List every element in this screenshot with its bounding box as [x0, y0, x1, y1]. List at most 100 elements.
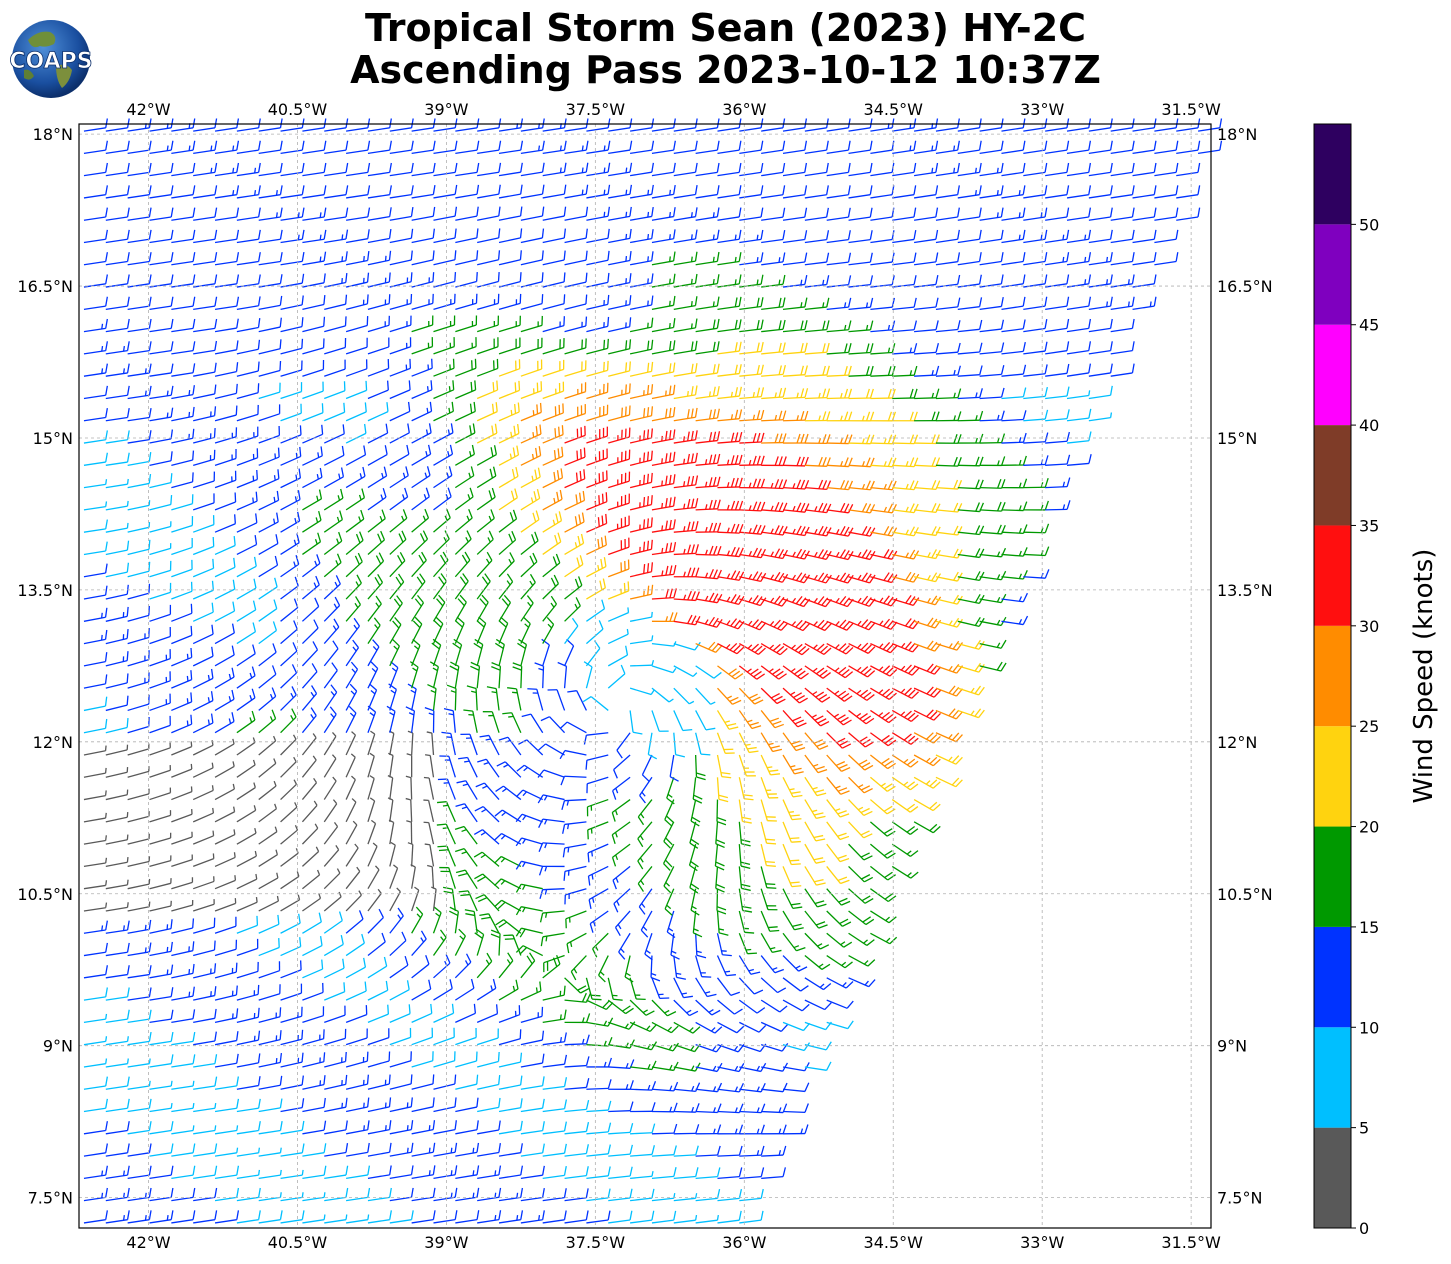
wind-barb [629, 1021, 658, 1033]
wind-barb [562, 821, 587, 834]
wind-barb [651, 251, 676, 266]
wind-barb [323, 553, 342, 578]
wind-barb [1066, 185, 1092, 199]
wind-barb [739, 118, 764, 132]
wind-barb [149, 363, 174, 377]
wind-barb [214, 449, 237, 466]
wind-barb [323, 754, 337, 778]
wind-barb [387, 775, 394, 800]
lat-tick-label-left: 9°N [43, 1037, 73, 1056]
wind-barb [367, 487, 387, 511]
coaps-logo: COAPS [10, 20, 92, 98]
wind-barb [848, 821, 873, 839]
wind-barb [914, 434, 940, 445]
wind-barb [367, 842, 378, 867]
wind-barb [345, 552, 363, 578]
wind-barb [498, 118, 524, 132]
wind-barb [1066, 140, 1092, 155]
wind-barb [542, 532, 562, 555]
wind-barb [105, 811, 129, 823]
wind-barb [105, 1098, 130, 1113]
wind-barb [83, 479, 108, 489]
wind-barb [717, 477, 743, 489]
colorbar-bin-25-30 [1314, 625, 1351, 727]
wind-barb [258, 140, 283, 155]
wind-barb [127, 1098, 152, 1113]
wind-barb [739, 364, 764, 377]
wind-barb [826, 732, 852, 749]
wind-barb [613, 754, 631, 779]
wind-barb [345, 1074, 370, 1090]
wind-barb [739, 1188, 764, 1202]
wind-barb [717, 999, 743, 1015]
wind-barb [345, 798, 357, 823]
lon-tick-label-top: 42°W [126, 100, 170, 119]
wind-barb [1154, 252, 1179, 266]
wind-barb [214, 1210, 240, 1224]
wind-barb [588, 888, 609, 910]
wind-barb [870, 932, 898, 945]
wind-barb [1066, 431, 1092, 444]
wind-barb [515, 789, 544, 801]
wind-barb [214, 185, 240, 199]
wind-barb [433, 530, 450, 555]
wind-barb [105, 430, 130, 444]
wind-barb [714, 844, 725, 871]
wind-barb [695, 341, 720, 355]
wind-barb [564, 992, 591, 1003]
wind-barb [804, 320, 830, 333]
wind-barb [127, 694, 150, 712]
wind-barb [193, 162, 218, 177]
wind-barb [367, 1028, 390, 1046]
wind-barb [192, 691, 214, 712]
wind-barb [848, 754, 874, 771]
wind-barb [1176, 185, 1201, 199]
wind-barb [258, 1075, 283, 1090]
wind-barb [673, 687, 695, 705]
wind-barb [433, 466, 453, 489]
wind-barb [409, 661, 419, 689]
wind-barb [564, 1210, 589, 1224]
wind-barb [83, 607, 108, 622]
wind-barb [826, 297, 852, 310]
wind-barb [957, 297, 983, 310]
wind-barb [782, 888, 803, 910]
colorbar-tick-label: 30 [1359, 617, 1379, 636]
wind-barb [1001, 274, 1026, 288]
wind-barb [171, 341, 196, 355]
wind-barb [957, 140, 982, 155]
wind-barb [870, 732, 897, 747]
wind-barb [914, 503, 941, 514]
lat-tick-label-left: 15°N [33, 429, 73, 448]
wind-barb [171, 854, 193, 868]
wind-barb [1001, 364, 1027, 377]
wind-barb [688, 843, 699, 872]
wind-barb [1001, 252, 1026, 266]
wind-barb [389, 444, 410, 466]
wind-barb [585, 620, 604, 645]
wind-barb [411, 1003, 433, 1023]
wind-barb [345, 596, 362, 622]
wind-barb [1110, 274, 1135, 288]
wind-barb [637, 843, 653, 870]
wind-barb [608, 383, 631, 400]
wind-barb [804, 910, 828, 929]
wind-barb [236, 1147, 261, 1157]
wind-barb [367, 207, 392, 221]
wind-barb [520, 1076, 545, 1090]
wind-barb [913, 732, 941, 744]
wind-barb [324, 381, 346, 400]
wind-barb [760, 1021, 789, 1032]
wind-barb [651, 519, 676, 533]
wind-barb [477, 1210, 502, 1224]
wind-barb [105, 1143, 130, 1157]
wind-barb [717, 341, 742, 355]
wind-barb [171, 670, 193, 689]
wind-barb [498, 424, 520, 444]
wind-barb [542, 228, 567, 244]
wind-barb [739, 297, 764, 310]
wind-barb [538, 818, 565, 828]
wind-barb [214, 492, 237, 511]
wind-barb [83, 252, 108, 266]
wind-barb [630, 118, 655, 132]
